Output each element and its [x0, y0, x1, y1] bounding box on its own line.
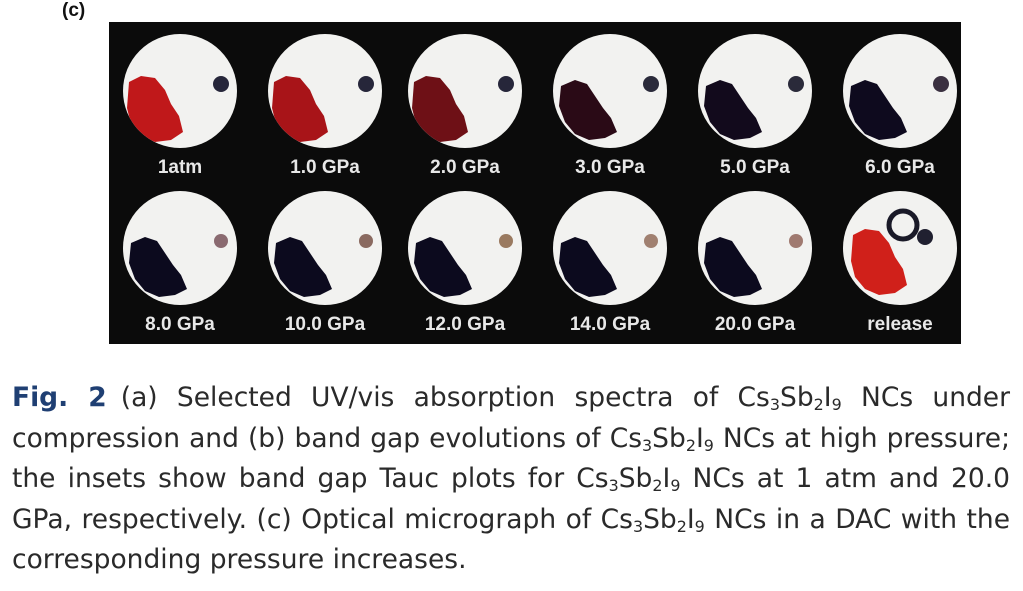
ruby-marker — [499, 234, 513, 248]
ruby-marker — [933, 76, 949, 92]
micrograph-image — [698, 191, 812, 305]
ruby-marker — [643, 76, 659, 92]
micrograph-cell: 8.0 GPa — [109, 185, 251, 345]
figure-label: Fig. 2 — [12, 382, 107, 413]
pressure-label: 3.0 GPa — [575, 157, 645, 178]
micrograph-cell: 5.0 GPa — [684, 28, 826, 188]
micrograph-cell: 20.0 GPa — [684, 185, 826, 345]
crystal-sample — [704, 237, 762, 297]
pressure-label: 8.0 GPa — [145, 314, 215, 335]
micrograph-cell: 12.0 GPa — [394, 185, 536, 345]
crystal-sample — [851, 229, 907, 295]
crystal-sample — [272, 76, 328, 142]
figure-caption: Fig. 2 (a) Selected UV/vis absorption spe… — [12, 382, 1011, 575]
micrograph-image — [408, 34, 522, 148]
pressure-label: 10.0 GPa — [284, 314, 366, 335]
pressure-label: 2.0 GPa — [430, 157, 500, 178]
ruby-marker — [498, 76, 514, 92]
micrograph-image — [123, 191, 237, 305]
crystal-sample — [559, 237, 617, 297]
micrograph-cell: 6.0 GPa — [829, 28, 971, 188]
micrograph-panel: 1atm 1.0 GPa 2.0 GPa 3.0 GPa 5.0 GPa 6.0 GPa 8… — [109, 22, 961, 344]
pressure-label: 1.0 GPa — [290, 157, 360, 178]
pressure-label: 6.0 GPa — [865, 157, 935, 178]
pressure-label: 14.0 GPa — [569, 314, 651, 335]
ruby-marker — [788, 76, 804, 92]
micrograph-cell: release — [829, 185, 971, 345]
micrograph-image — [553, 34, 667, 148]
pressure-label: 1atm — [157, 157, 203, 178]
ruby-marker — [359, 234, 373, 248]
ruby-marker — [358, 76, 374, 92]
crystal-sample — [849, 80, 907, 140]
micrograph-cell: 1.0 GPa — [254, 28, 396, 188]
ruby-marker — [213, 76, 229, 92]
micrograph-cell: 14.0 GPa — [539, 185, 681, 345]
ruby-marker — [214, 234, 228, 248]
micrograph-image — [408, 191, 522, 305]
crystal-sample — [129, 237, 187, 297]
crystal-sample — [704, 80, 762, 140]
micrograph-cell: 2.0 GPa — [394, 28, 536, 188]
micrograph-image — [843, 34, 957, 148]
micrograph-image — [268, 34, 382, 148]
crystal-sample — [559, 80, 617, 140]
crystal-sample — [127, 76, 183, 142]
micrograph-image — [843, 191, 957, 305]
pressure-label: release — [867, 314, 933, 335]
pressure-label: 12.0 GPa — [424, 314, 506, 335]
micrograph-image — [698, 34, 812, 148]
pressure-label: 5.0 GPa — [720, 157, 790, 178]
crystal-sample — [274, 237, 332, 297]
micrograph-image — [268, 191, 382, 305]
panel-label-c: (c) — [62, 0, 86, 21]
micrograph-image — [123, 34, 237, 148]
pressure-label: 20.0 GPa — [714, 314, 796, 335]
ruby-marker — [644, 234, 658, 248]
crystal-sample — [412, 76, 468, 142]
micrograph-cell: 10.0 GPa — [254, 185, 396, 345]
crystal-sample — [414, 237, 472, 297]
ruby-marker — [917, 229, 933, 245]
micrograph-cell: 1atm — [109, 28, 251, 188]
ruby-marker — [789, 234, 803, 248]
micrograph-cell: 3.0 GPa — [539, 28, 681, 188]
ruby-ring — [886, 208, 920, 242]
micrograph-image — [553, 191, 667, 305]
